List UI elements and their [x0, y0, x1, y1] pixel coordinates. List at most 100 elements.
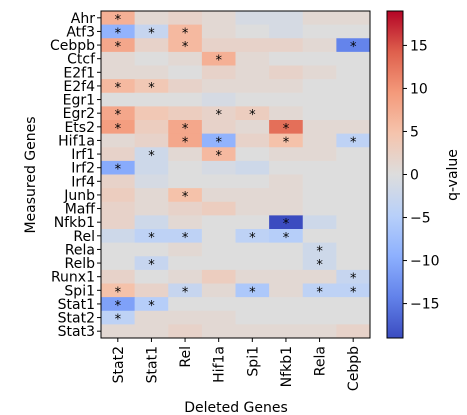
heatmap-cell	[134, 242, 169, 257]
significance-star: *	[115, 299, 122, 314]
y-tick-label: Relb	[65, 256, 96, 272]
y-tick-label: Stat1	[58, 297, 95, 313]
heatmap-cell	[336, 51, 371, 66]
heatmap-cell	[302, 174, 337, 189]
significance-star: *	[215, 149, 222, 164]
heatmap-cell	[235, 51, 270, 66]
y-tick-label: Rela	[65, 242, 95, 258]
heatmap-cell	[201, 106, 236, 121]
significance-star: *	[115, 40, 122, 55]
heatmap-cell	[134, 310, 169, 325]
significance-star: *	[115, 122, 122, 137]
heatmap-cell	[101, 120, 136, 135]
heatmap-cell	[336, 24, 371, 39]
heatmap-cell	[201, 283, 236, 298]
heatmap-cell	[134, 92, 169, 107]
heatmap-cell	[269, 242, 304, 257]
y-tick-label: Egr1	[63, 93, 95, 109]
heatmap-cell	[302, 324, 337, 339]
significance-star: *	[350, 272, 357, 287]
heatmap-cell	[168, 174, 203, 189]
heatmap-cell	[302, 51, 337, 66]
heatmap-cell	[302, 269, 337, 284]
heatmap-cell	[101, 106, 136, 121]
significance-star: *	[249, 285, 256, 300]
y-tick-label: Irf4	[71, 174, 95, 190]
heatmap-cell	[302, 310, 337, 325]
heatmap-cell	[336, 92, 371, 107]
heatmap-cell	[235, 256, 270, 271]
heatmap-cell	[269, 229, 304, 244]
x-tick-label: Nfkb1	[279, 346, 295, 387]
heatmap-cell	[269, 38, 304, 53]
heatmap-cell	[201, 24, 236, 39]
y-tick-label: Atf3	[66, 24, 95, 40]
heatmap-cell	[235, 11, 270, 26]
heatmap-cell	[101, 38, 136, 53]
heatmap-cell	[201, 92, 236, 107]
x-tick-label: Rela	[313, 346, 329, 376]
heatmap-cell	[134, 297, 169, 312]
heatmap-cell	[302, 160, 337, 175]
heatmap-cell	[235, 133, 270, 148]
heatmap-cell	[101, 92, 136, 107]
heatmap-cell	[201, 160, 236, 175]
heatmap-cell	[168, 160, 203, 175]
heatmap-cell	[269, 215, 304, 230]
heatmap-cell	[269, 120, 304, 135]
heatmap-cell	[269, 106, 304, 121]
heatmap-cell	[101, 11, 136, 26]
heatmap-cell	[168, 283, 203, 298]
significance-star: *	[350, 40, 357, 55]
heatmap-cell	[201, 297, 236, 312]
y-tick-label: E2f1	[63, 65, 95, 81]
heatmap-cell	[302, 79, 337, 94]
x-axis-ticks: Stat2 Stat1 Rel Hif1a Spi1 Nfkb1 Rela Cebpb	[111, 338, 362, 391]
heatmap-cell	[134, 106, 169, 121]
heatmap-cell	[269, 92, 304, 107]
heatmap-cell	[302, 297, 337, 312]
y-tick-label: Cebpb	[50, 38, 95, 54]
heatmap-cell	[235, 201, 270, 216]
heatmap-cell	[235, 65, 270, 80]
heatmap-cell	[302, 24, 337, 39]
significance-star: *	[115, 313, 122, 328]
heatmap-cell	[302, 283, 337, 298]
significance-star: *	[148, 231, 155, 246]
heatmap-cell	[269, 174, 304, 189]
heatmap-cell	[336, 160, 371, 175]
y-tick-label: Stat3	[58, 324, 95, 340]
y-tick-label: Stat2	[58, 311, 95, 327]
heatmap-cell	[302, 92, 337, 107]
heatmap-cell	[235, 324, 270, 339]
significance-star: *	[215, 54, 222, 69]
heatmap-cell	[302, 147, 337, 162]
heatmap-cell	[134, 38, 169, 53]
heatmap-cell	[269, 51, 304, 66]
significance-star: *	[148, 81, 155, 96]
heatmap-cell	[269, 310, 304, 325]
heatmap-cell	[168, 310, 203, 325]
heatmap-cell	[101, 24, 136, 39]
significance-star: *	[182, 285, 189, 300]
heatmap-cell	[235, 310, 270, 325]
y-tick-label: Rel	[73, 229, 95, 245]
heatmap-cell	[302, 215, 337, 230]
heatmap-cell	[336, 283, 371, 298]
heatmap-cell	[336, 324, 371, 339]
colorbar-label: q-value	[445, 149, 461, 201]
colorbar	[386, 10, 404, 339]
heatmap-cell	[235, 160, 270, 175]
significance-star: *	[182, 135, 189, 150]
heatmap-cell	[269, 160, 304, 175]
significance-star: *	[350, 285, 357, 300]
heatmap-cell	[336, 201, 371, 216]
heatmap-cell	[168, 324, 203, 339]
colorbar-ticks: 15 10 5 0 −5 −10 −15	[403, 38, 440, 313]
significance-star: *	[115, 81, 122, 96]
heatmap-cell	[269, 79, 304, 94]
heatmap-cell	[168, 11, 203, 26]
heatmap-cell	[336, 106, 371, 121]
significance-star: *	[182, 231, 189, 246]
heatmap-cell	[336, 269, 371, 284]
